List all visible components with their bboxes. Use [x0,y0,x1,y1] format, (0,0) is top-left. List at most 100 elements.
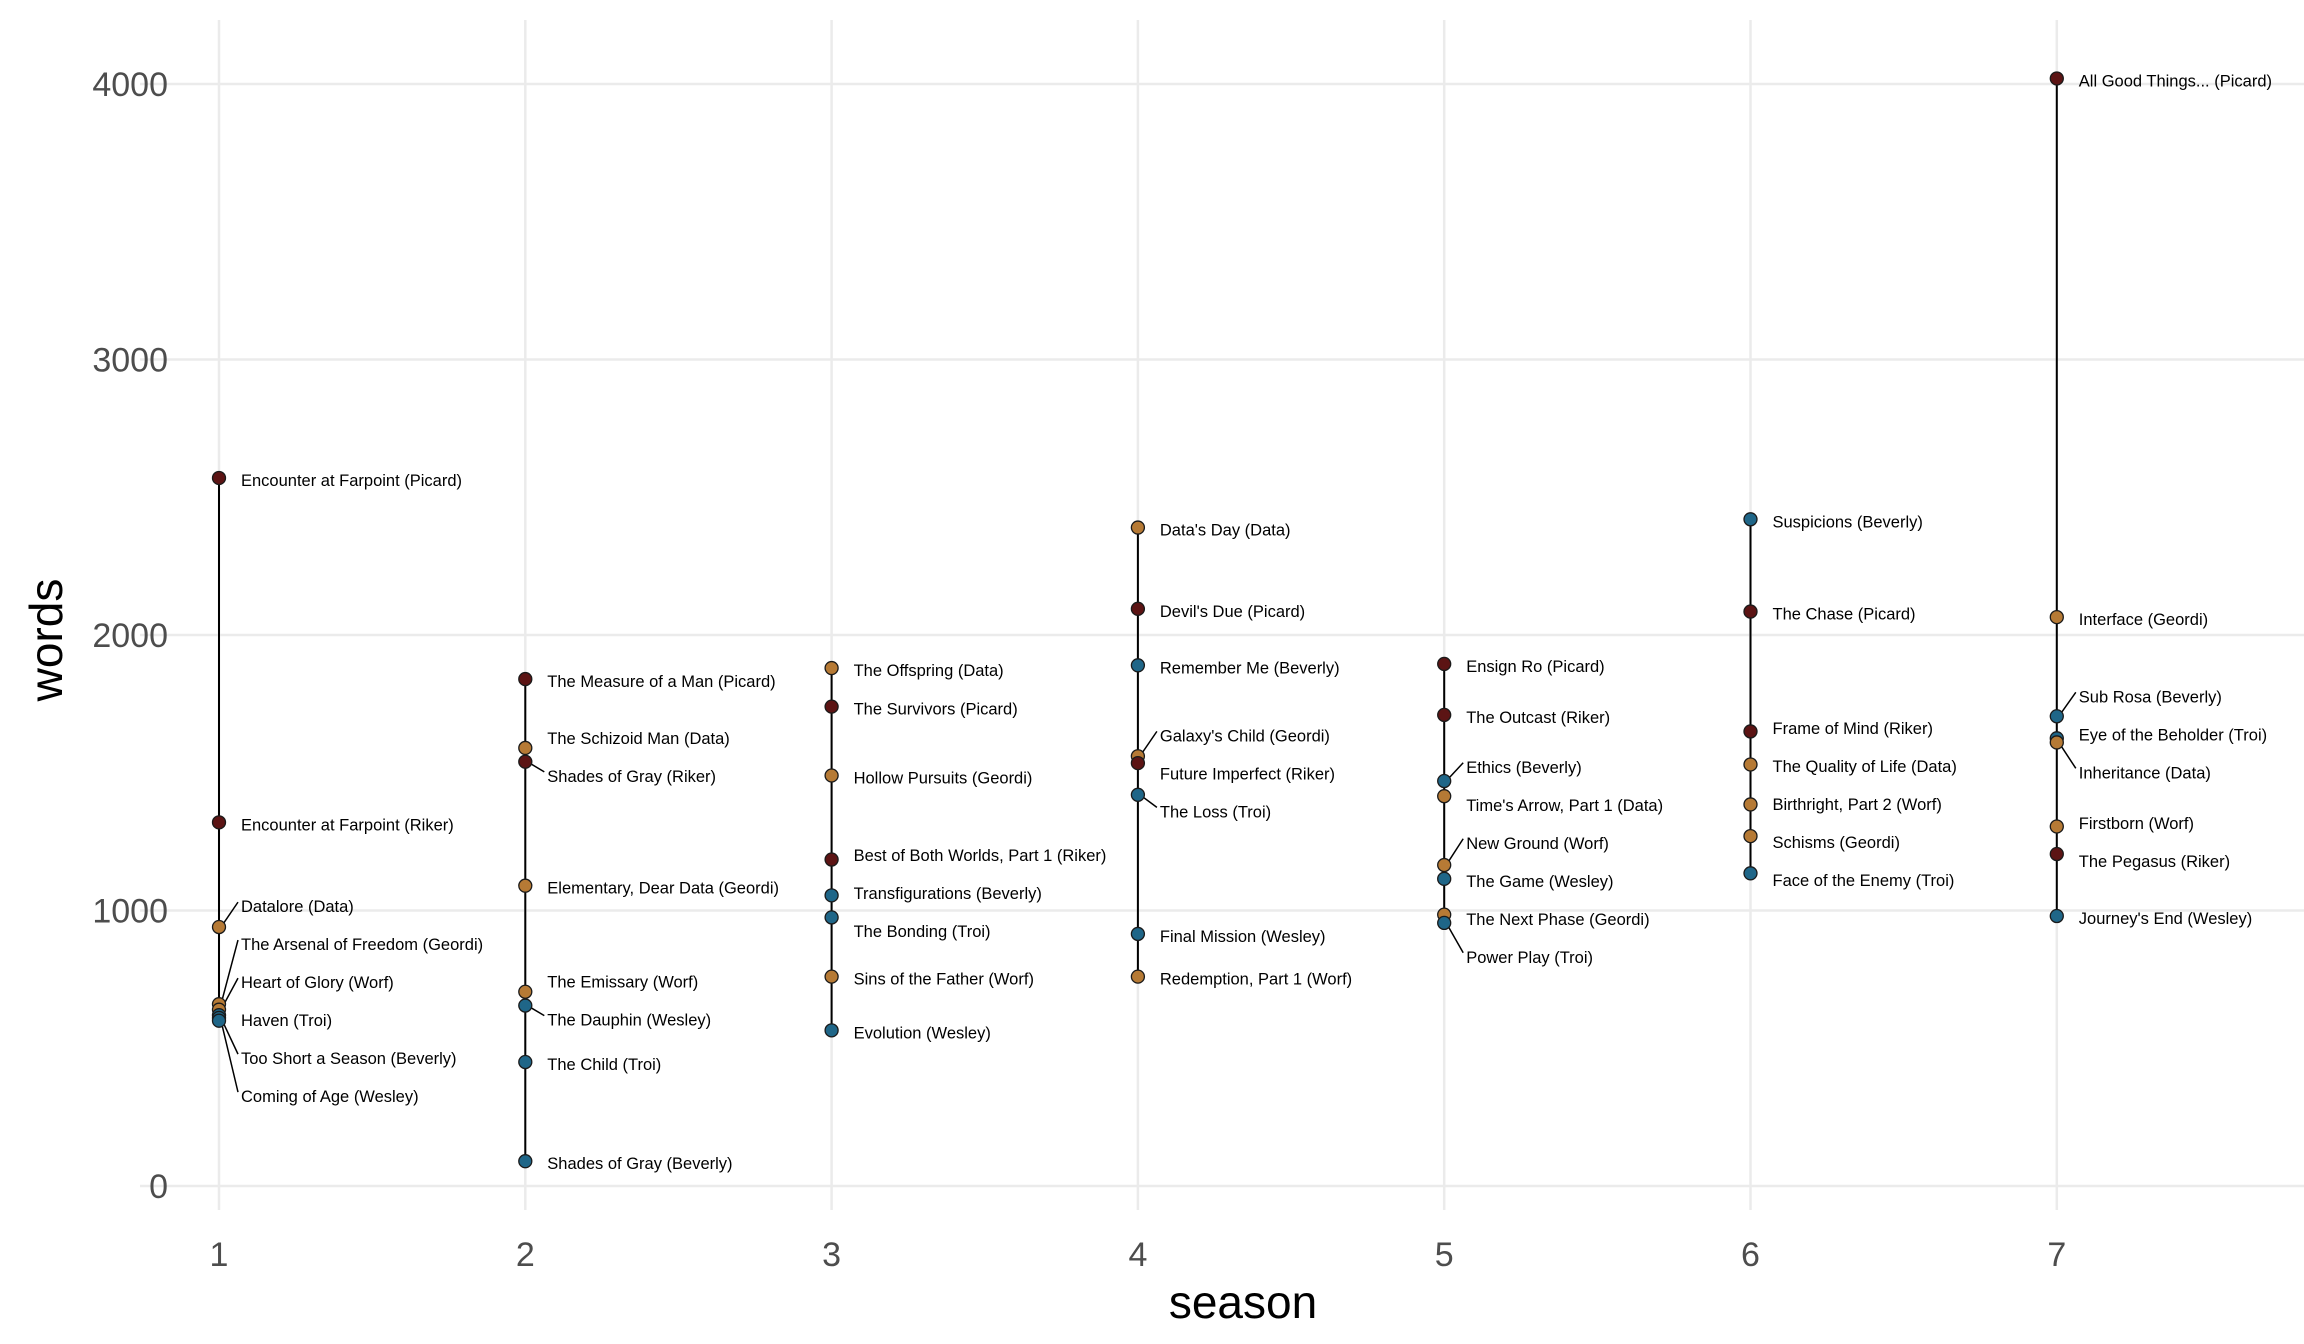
point-label: Datalore (Data) [241,898,354,916]
data-point [1130,601,1146,616]
data-point [518,1054,533,1070]
y-tick-label: 3000 [92,342,168,380]
data-point [211,470,227,486]
data-point [2049,819,2064,834]
data-point [1743,797,1758,812]
data-point [824,852,839,867]
point-label: All Good Things... (Picard) [2079,72,2272,90]
data-point [518,998,533,1013]
point-label: New Ground (Worf) [1466,835,1609,853]
data-point [2049,908,2064,924]
data-point [1437,707,1452,723]
data-point [1130,787,1146,802]
data-point [1743,724,1758,739]
y-tick-label: 4000 [92,66,168,104]
data-point [1130,969,1146,984]
data-point [2049,709,2064,724]
data-point [1437,789,1452,804]
point-label: Coming of Age (Wesley) [241,1088,419,1106]
x-tick-label: 6 [1741,1236,1760,1274]
point-label: Frame of Mind (Riker) [1773,720,1933,738]
axis-ticks: 1 2 3 4 5 6 7 0 1000 2000 3000 4000 [92,66,2066,1274]
data-point [1743,604,1758,619]
data-point [1130,926,1146,942]
point-label: Data's Day (Data) [1160,522,1291,540]
data-point [824,969,839,984]
point-label: The Game (Wesley) [1466,873,1613,891]
point-label: Sub Rosa (Beverly) [2079,688,2222,706]
data-point [1437,773,1452,789]
point-label: Heart of Glory (Worf) [241,974,394,992]
point-label: Final Mission (Wesley) [1160,928,1326,946]
point-label: The Loss (Troi) [1160,803,1271,821]
point-label: The Arsenal of Freedom (Geordi) [241,936,483,954]
data-point [1130,520,1146,535]
point-label: Shades of Gray (Beverly) [547,1155,732,1173]
point-label: Ensign Ro (Picard) [1466,658,1604,676]
point-label: The Chase (Picard) [1773,606,1916,624]
point-label: Shades of Gray (Riker) [547,768,716,786]
point-label: Hollow Pursuits (Geordi) [854,770,1033,788]
data-point [1743,866,1758,881]
point-label: Schisms (Geordi) [1773,834,1900,852]
x-tick-label: 4 [1128,1236,1147,1274]
data-point [1743,757,1758,772]
data-point [518,740,533,756]
point-label: Too Short a Season (Beverly) [241,1050,457,1068]
data-point [824,768,839,783]
y-axis-title: words [20,579,72,703]
x-tick-label: 5 [1435,1236,1454,1274]
point-label: Future Imperfect (Riker) [1160,765,1335,783]
label-leader [220,1020,239,1093]
point-label: Best of Both Worlds, Part 1 (Riker) [854,847,1107,865]
point-label: Encounter at Farpoint (Riker) [241,816,454,834]
point-label: The Next Phase (Geordi) [1466,911,1649,929]
point-label: Inheritance (Data) [2079,764,2211,782]
data-points [211,71,2064,1169]
data-point [824,888,839,903]
data-point [211,919,227,935]
data-point [1130,755,1146,771]
data-point [1437,656,1452,672]
x-tick-label: 2 [516,1236,535,1274]
point-label: Ethics (Beverly) [1466,759,1582,777]
point-label: Galaxy's Child (Geordi) [1160,727,1330,745]
point-label: The Bonding (Troi) [854,923,991,941]
point-label: Redemption, Part 1 (Worf) [1160,971,1352,989]
data-point [518,754,533,769]
point-labels: Encounter at Farpoint (Picard) Encounter … [241,72,2272,1173]
data-point [2049,609,2064,625]
label-leaders [220,691,2077,1093]
point-label: Devil's Due (Picard) [1160,603,1305,621]
x-axis-title: season [1169,1276,1317,1328]
point-label: The Dauphin (Wesley) [547,1012,711,1030]
point-label: Evolution (Wesley) [854,1024,991,1042]
y-tick-label: 2000 [92,617,168,655]
y-tick-label: 1000 [92,893,168,931]
data-point [2049,735,2064,750]
point-label: The Survivors (Picard) [854,701,1018,719]
point-label: The Emissary (Worf) [547,974,698,992]
data-point [1130,658,1146,673]
point-label: Firstborn (Worf) [2079,815,2194,833]
data-point [1437,871,1452,886]
point-label: Haven (Troi) [241,1012,332,1030]
point-label: Face of the Enemy (Troi) [1773,872,1955,890]
data-point [518,984,533,999]
data-point [518,1154,533,1169]
data-point [2049,71,2064,86]
point-label: The Offspring (Data) [854,662,1004,680]
point-label: Eye of the Beholder (Troi) [2079,726,2267,744]
point-label: The Measure of a Man (Picard) [547,673,775,691]
data-point [1437,857,1452,873]
data-point [1437,915,1452,931]
data-point [211,815,227,830]
x-tick-label: 1 [210,1236,229,1274]
point-label: Remember Me (Beverly) [1160,659,1340,677]
point-label: Suspicions (Beverly) [1773,513,1923,531]
point-label: The Child (Troi) [547,1056,661,1074]
data-point [824,1023,839,1038]
data-point [518,671,533,687]
point-label: Birthright, Part 2 (Worf) [1773,796,1942,814]
data-point [518,878,533,893]
